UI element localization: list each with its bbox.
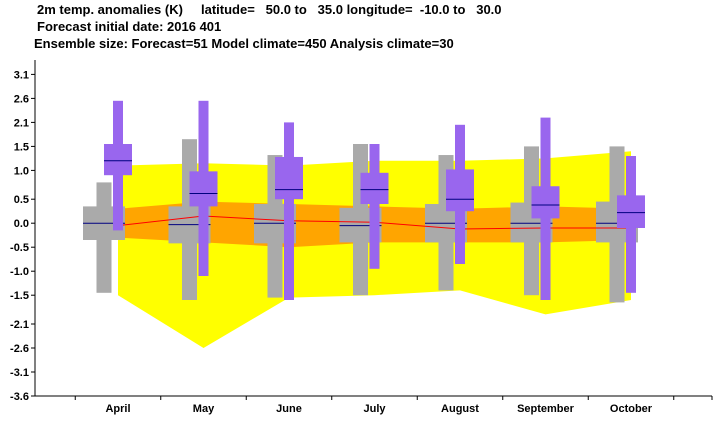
y-tick-label: 2.6 xyxy=(14,93,29,105)
forecast-box xyxy=(275,156,303,200)
forecast-box-august xyxy=(446,124,474,264)
forecast-box xyxy=(104,144,132,176)
y-tick-label: -1.5 xyxy=(10,290,29,302)
forecast-box xyxy=(446,169,474,212)
forecast-box xyxy=(617,195,645,228)
y-tick-label: -0.5 xyxy=(10,242,29,254)
forecast-box-april xyxy=(104,100,132,231)
y-tick-label: 0.5 xyxy=(14,194,29,206)
y-tick-label: -2.1 xyxy=(10,319,29,331)
chart-title-line-2: Forecast initial date: 2016 401 xyxy=(37,19,222,34)
chart-title-line-1: 2m temp. anomalies (K) latitude= 50.0 to… xyxy=(37,2,502,17)
x-tick-label-october: October xyxy=(610,403,653,415)
x-tick-label-april: April xyxy=(105,403,130,415)
y-tick-label: 3.1 xyxy=(14,69,29,81)
forecast-box-july xyxy=(360,144,389,269)
x-tick-label-september: September xyxy=(517,403,575,415)
x-tick-label-may: May xyxy=(193,403,215,415)
forecast-box xyxy=(189,171,218,207)
forecast-whisker xyxy=(284,122,294,301)
chart-title-line-3: Ensemble size: Forecast=51 Model climate… xyxy=(34,36,454,51)
forecast-box xyxy=(360,172,389,204)
forecast-box-june xyxy=(275,122,303,301)
forecast-box-october xyxy=(617,156,645,293)
forecast-box xyxy=(531,186,560,219)
x-tick-label-july: July xyxy=(363,403,386,415)
y-tick-label: -3.1 xyxy=(10,367,29,379)
y-tick-label: -1.0 xyxy=(10,266,29,278)
axes: 3.1 2.6 2.1 1.5 1.0 0.5 0.0 -0.5 -1.0 -1.5 -2.1 -2.… xyxy=(10,60,713,415)
forecast-box-may xyxy=(189,100,218,276)
y-tick-label: -2.6 xyxy=(10,343,29,355)
y-tick-label: 1.5 xyxy=(14,141,29,153)
y-tick-label: 1.0 xyxy=(14,165,29,177)
x-tick-label-june: June xyxy=(276,403,302,415)
forecast-whisker xyxy=(369,144,380,269)
forecast-boxes xyxy=(104,100,645,301)
y-tick-label: 0.0 xyxy=(14,218,29,230)
x-tick-label-august: August xyxy=(441,403,479,415)
y-tick-label: 2.1 xyxy=(14,117,29,129)
forecast-box-september xyxy=(531,117,560,300)
y-tick-label: -3.6 xyxy=(10,391,29,403)
